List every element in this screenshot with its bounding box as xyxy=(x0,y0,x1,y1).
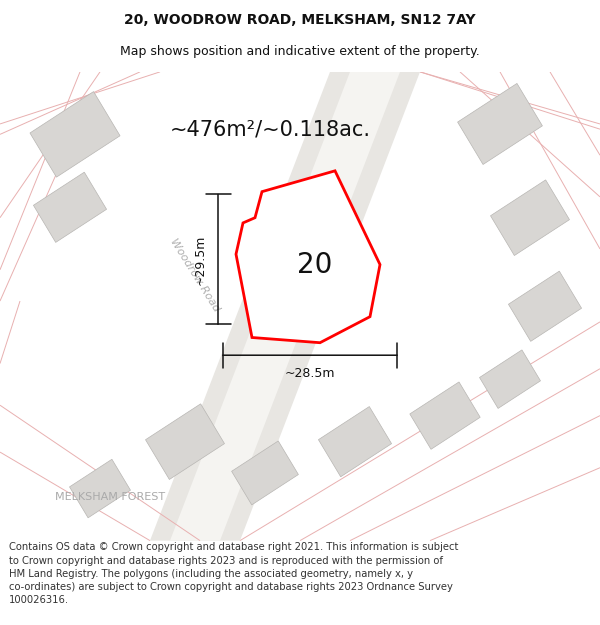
Polygon shape xyxy=(410,382,480,449)
Polygon shape xyxy=(236,171,380,342)
Polygon shape xyxy=(30,92,120,177)
Polygon shape xyxy=(491,180,569,256)
Polygon shape xyxy=(170,72,400,541)
Polygon shape xyxy=(34,172,107,242)
Text: Map shows position and indicative extent of the property.: Map shows position and indicative extent… xyxy=(120,45,480,58)
Text: Woodrow Road: Woodrow Road xyxy=(169,237,221,313)
Polygon shape xyxy=(458,83,542,164)
Text: ~29.5m: ~29.5m xyxy=(193,234,206,284)
Text: MELKSHAM FOREST: MELKSHAM FOREST xyxy=(55,492,165,502)
Text: Contains OS data © Crown copyright and database right 2021. This information is : Contains OS data © Crown copyright and d… xyxy=(9,542,458,605)
Text: 20, WOODROW ROAD, MELKSHAM, SN12 7AY: 20, WOODROW ROAD, MELKSHAM, SN12 7AY xyxy=(124,13,476,27)
Polygon shape xyxy=(146,404,224,479)
Polygon shape xyxy=(150,72,420,541)
Polygon shape xyxy=(70,459,130,518)
Polygon shape xyxy=(479,350,541,408)
Text: 20: 20 xyxy=(298,251,332,279)
Polygon shape xyxy=(232,441,298,505)
Text: ~476m²/~0.118ac.: ~476m²/~0.118ac. xyxy=(170,119,371,139)
Text: ~28.5m: ~28.5m xyxy=(285,368,335,381)
Polygon shape xyxy=(508,271,581,341)
Polygon shape xyxy=(319,406,392,477)
